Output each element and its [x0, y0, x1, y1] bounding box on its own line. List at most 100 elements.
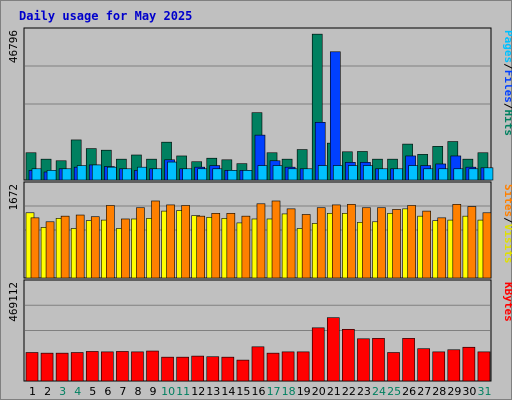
bar-sites-day-9 [151, 200, 160, 279]
bar-pages-day-5 [91, 164, 102, 181]
bar-pages-day-26 [408, 165, 418, 181]
x-tick-label-day-6: 6 [104, 385, 111, 398]
legend-entry: Files [502, 70, 512, 103]
bar-sites-day-16 [256, 203, 266, 279]
legend-entry: Sites [502, 184, 512, 217]
bar-sites-day-14 [226, 213, 236, 279]
bar-kbytes-day-4 [70, 352, 84, 382]
bar-pages-day-25 [393, 168, 403, 181]
bar-kbytes-day-25 [387, 352, 400, 382]
legend-entry: / [502, 103, 512, 110]
bar-kbytes-day-14 [221, 356, 235, 382]
bar-sites-day-3 [60, 215, 70, 279]
bar-pages-day-15 [242, 170, 253, 181]
bar-pages-day-17 [272, 165, 283, 181]
legend-entry: Visits [502, 224, 512, 264]
bar-sites-day-11 [181, 205, 190, 279]
legend-entry: Hits [502, 110, 512, 137]
bar-pages-day-6 [107, 166, 117, 181]
bar-pages-day-20 [317, 165, 328, 181]
bar-pages-day-23 [363, 165, 373, 181]
x-tick-label-day-19: 19 [297, 385, 311, 398]
bar-kbytes-day-22 [342, 328, 355, 382]
x-tick-label-day-29: 29 [447, 385, 461, 398]
legend-entry: Pages [502, 30, 512, 63]
bar-sites-day-17 [271, 200, 281, 279]
x-tick-label-day-12: 12 [191, 385, 205, 398]
bar-sites-day-25 [392, 209, 401, 279]
x-tick-label-day-24: 24 [372, 385, 386, 398]
bar-pages-day-8 [137, 166, 147, 181]
x-tick-label-day-15: 15 [236, 385, 250, 398]
bar-sites-day-15 [241, 215, 251, 279]
bar-kbytes-day-5 [85, 351, 99, 382]
bar-kbytes-day-10 [161, 356, 174, 382]
bar-sites-day-7 [121, 218, 130, 279]
x-tick-label-day-2: 2 [44, 385, 51, 398]
bar-sites-day-13 [211, 213, 221, 279]
bar-kbytes-day-23 [357, 338, 370, 382]
bar-sites-day-5 [90, 216, 100, 279]
x-tick-label-day-9: 9 [150, 385, 157, 398]
bar-pages-day-21 [332, 165, 343, 181]
bar-pages-day-4 [76, 165, 87, 181]
bar-sites-day-8 [136, 207, 145, 279]
legend-entry: / [502, 217, 512, 224]
bar-sites-day-1 [30, 217, 40, 279]
bar-kbytes-day-27 [417, 348, 430, 382]
bar-pages-day-29 [453, 168, 464, 181]
bar-kbytes-day-7 [116, 351, 129, 382]
bar-sites-day-18 [286, 208, 296, 279]
bar-pages-day-28 [438, 168, 449, 181]
x-tick-label-day-28: 28 [432, 385, 446, 398]
x-tick-label-day-22: 22 [342, 385, 356, 398]
bar-pages-day-24 [378, 168, 388, 181]
legend-entry: / [502, 63, 512, 70]
bar-pages-day-12 [197, 168, 208, 181]
bar-kbytes-day-30 [462, 346, 476, 382]
bar-sites-day-4 [75, 214, 85, 279]
panel-legend: Pages/Files/Hits [502, 30, 512, 136]
bar-sites-day-27 [422, 210, 431, 279]
bar-sites-day-29 [452, 204, 462, 279]
bar-sites-day-19 [301, 214, 311, 279]
bar-kbytes-day-31 [477, 351, 491, 382]
bar-pages-day-2 [46, 170, 57, 181]
panel-kbytes: 469112 KBytes [7, 279, 512, 382]
bar-sites-day-30 [467, 206, 477, 279]
panel-legend: Sites/Visits [502, 184, 512, 264]
bar-kbytes-day-6 [101, 351, 114, 382]
bar-pages-day-11 [182, 168, 192, 181]
panel-legend: KBytes [502, 282, 512, 322]
bar-pages-day-18 [287, 168, 298, 181]
bar-kbytes-day-18 [281, 351, 295, 382]
bar-kbytes-day-17 [266, 352, 280, 382]
bar-kbytes-day-9 [146, 350, 159, 382]
chart-panels: 46796Pages/Files/Hits1672Sites/Visits469… [7, 27, 512, 382]
bar-sites-day-12 [196, 215, 206, 279]
bar-sites-day-6 [106, 205, 115, 279]
bar-kbytes-day-2 [40, 352, 54, 382]
bar-pages-day-31 [483, 167, 494, 181]
x-tick-label-day-10: 10 [161, 385, 175, 398]
panel-max-label: 46796 [7, 30, 20, 63]
x-tick-label-day-7: 7 [119, 385, 126, 398]
x-tick-label-day-4: 4 [74, 385, 81, 398]
x-tick-label-day-16: 16 [252, 385, 266, 398]
bar-sites-day-22 [347, 204, 356, 279]
x-tick-label-day-5: 5 [89, 385, 96, 398]
bar-kbytes-day-24 [372, 338, 385, 382]
panel-visits-sites: 1672 Sites/Visits [7, 181, 512, 279]
x-tick-label-day-13: 13 [206, 385, 220, 398]
bar-kbytes-day-21 [326, 317, 340, 382]
bar-pages-day-27 [423, 168, 433, 181]
x-tick-label-day-1: 1 [29, 385, 36, 398]
bar-pages-day-9 [152, 168, 162, 181]
bar-pages-day-22 [348, 165, 358, 181]
bar-sites-day-23 [362, 207, 371, 279]
bar-sites-day-20 [316, 207, 326, 279]
bar-kbytes-day-1 [25, 352, 39, 382]
bar-sites-day-2 [45, 221, 55, 279]
